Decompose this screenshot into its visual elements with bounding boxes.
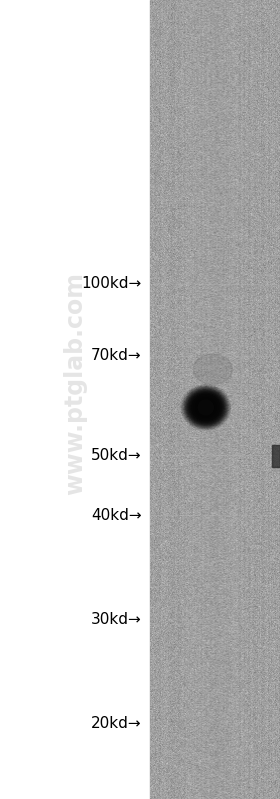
Ellipse shape (188, 392, 223, 423)
Ellipse shape (187, 391, 224, 424)
Ellipse shape (204, 406, 207, 409)
Text: 100kd→: 100kd→ (81, 276, 141, 291)
Ellipse shape (202, 403, 210, 411)
Ellipse shape (183, 387, 228, 428)
Ellipse shape (198, 400, 213, 415)
Ellipse shape (196, 398, 216, 417)
Ellipse shape (185, 388, 227, 427)
Ellipse shape (203, 405, 208, 410)
Text: 40kd→: 40kd→ (91, 508, 141, 523)
Ellipse shape (197, 400, 214, 415)
Ellipse shape (201, 403, 211, 412)
Text: 50kd→: 50kd→ (91, 448, 141, 463)
Ellipse shape (198, 400, 213, 415)
Ellipse shape (184, 388, 228, 427)
Ellipse shape (190, 393, 222, 422)
Ellipse shape (200, 402, 212, 413)
Ellipse shape (199, 401, 213, 414)
Ellipse shape (186, 389, 226, 426)
Ellipse shape (191, 394, 221, 421)
Ellipse shape (192, 395, 220, 420)
Ellipse shape (181, 385, 230, 430)
Ellipse shape (197, 399, 215, 416)
Ellipse shape (186, 390, 225, 425)
Ellipse shape (193, 354, 232, 384)
Text: 20kd→: 20kd→ (91, 716, 141, 730)
Ellipse shape (194, 396, 218, 419)
Text: 30kd→: 30kd→ (91, 612, 141, 626)
Ellipse shape (202, 404, 209, 411)
Text: www.ptglab.com: www.ptglab.com (64, 272, 88, 495)
Ellipse shape (192, 396, 219, 419)
Ellipse shape (189, 392, 223, 423)
Bar (272, 445, 280, 467)
Text: 70kd→: 70kd→ (91, 348, 141, 363)
Bar (150, 0, 280, 799)
Ellipse shape (195, 397, 217, 418)
Ellipse shape (193, 396, 218, 419)
Ellipse shape (205, 407, 207, 408)
Ellipse shape (182, 386, 229, 429)
